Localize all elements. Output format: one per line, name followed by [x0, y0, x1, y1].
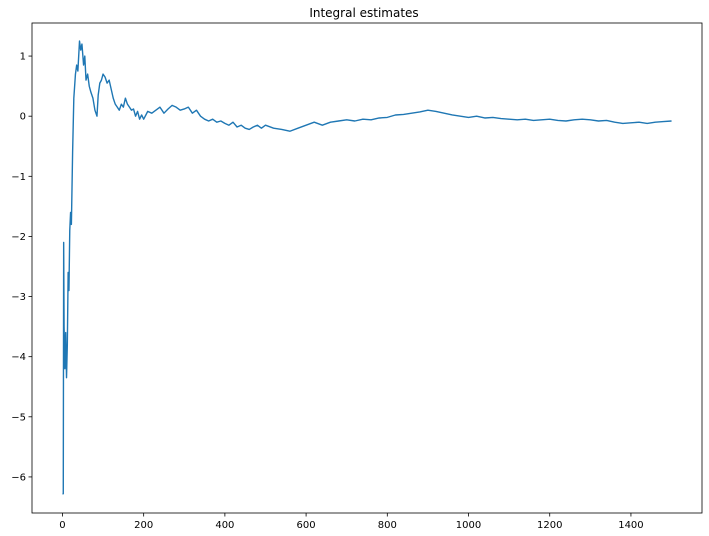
x-tick-label: 1000: [456, 520, 481, 531]
plot-area: [62, 40, 672, 495]
y-tick-label: −1: [11, 172, 26, 183]
x-tick-label: 200: [134, 520, 153, 531]
y-tick-label: −2: [11, 232, 26, 243]
y-tick-label: −4: [11, 352, 26, 363]
x-tick-label: 600: [297, 520, 316, 531]
y-tick-label: 1: [20, 52, 26, 63]
x-tick-label: 1200: [537, 520, 562, 531]
y-tick-label: −3: [11, 292, 26, 303]
y-tick-label: −5: [11, 412, 26, 423]
y-tick-label: 0: [20, 112, 26, 123]
chart-title: Integral estimates: [309, 6, 418, 20]
y-tick-label: −6: [11, 472, 26, 483]
series-line-0: [62, 40, 672, 495]
x-tick-label: 1400: [618, 520, 643, 531]
axes-frame: [31, 22, 703, 514]
x-tick-label: 0: [59, 520, 65, 531]
x-tick-label: 800: [378, 520, 397, 531]
axis-ticks: 0 200 400 600 800 1000 1200 1400 1 0 −1 −2 −3 −4 −5 −6: [11, 52, 643, 531]
x-tick-label: 400: [215, 520, 234, 531]
